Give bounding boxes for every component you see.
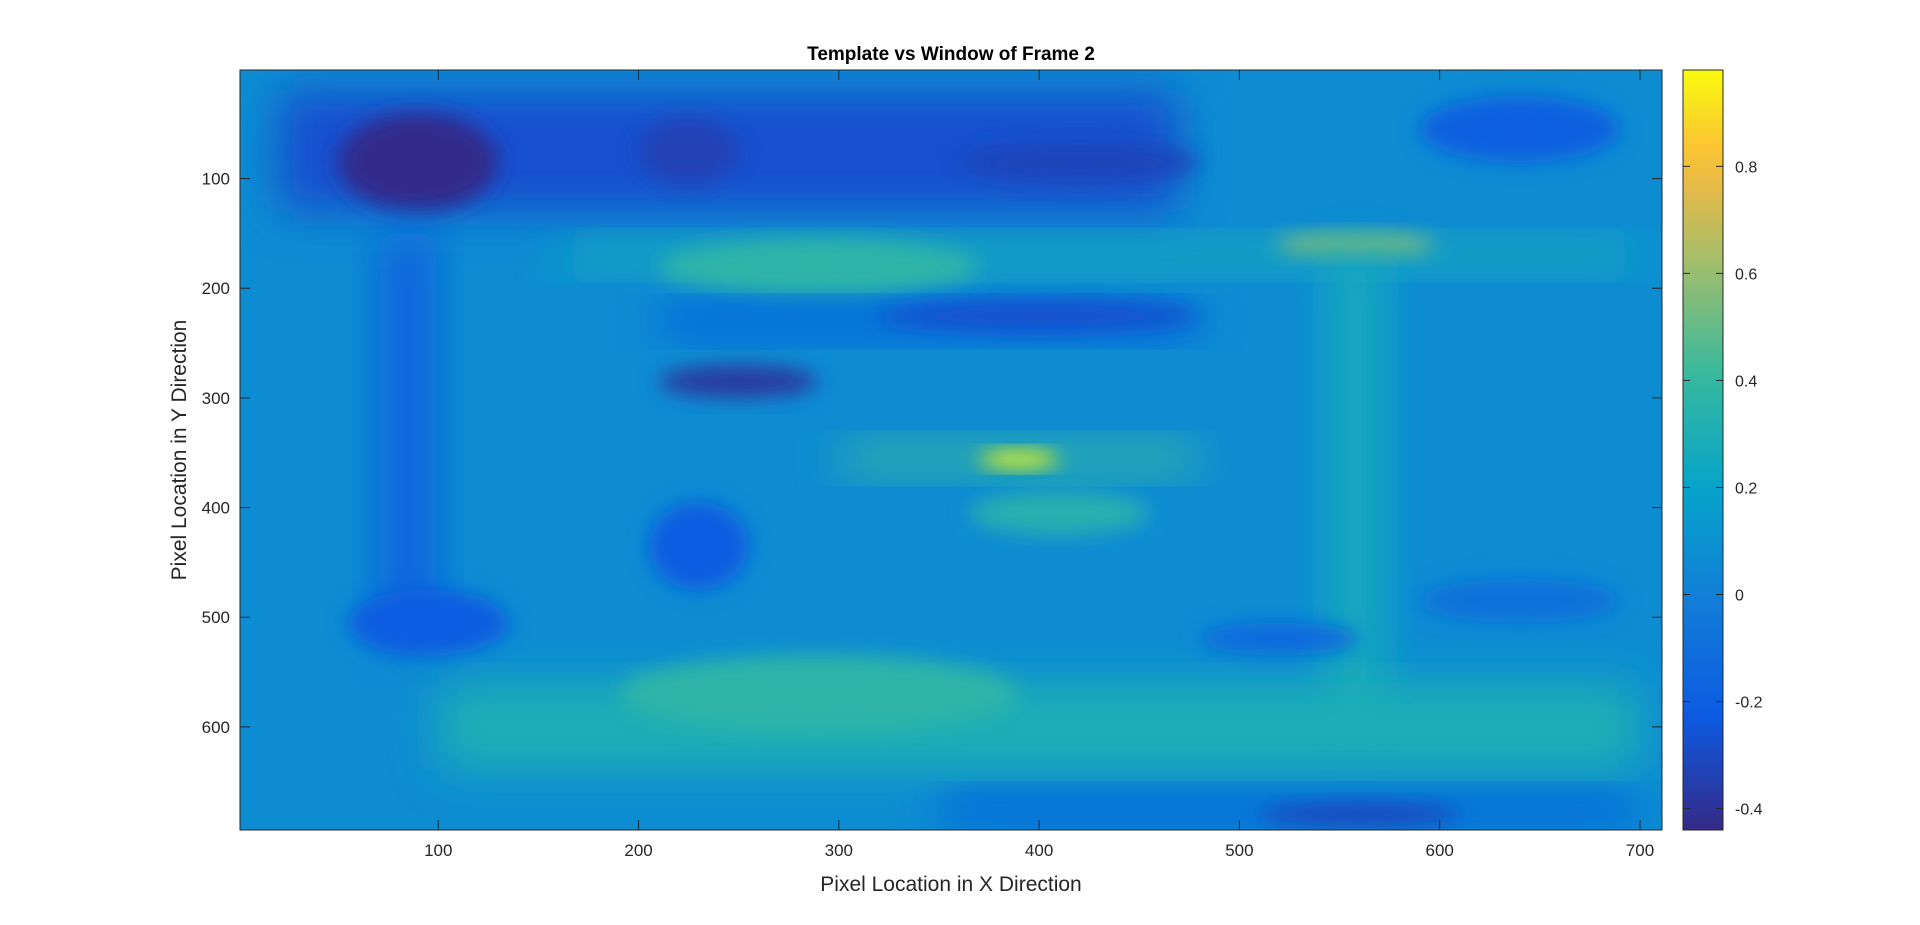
- heatmap-blob: [618, 655, 1020, 733]
- heatmap-surface: [240, 70, 1662, 830]
- heatmap-blob: [338, 112, 499, 212]
- heatmap-blob: [638, 118, 739, 185]
- colorbar-tick-label: 0.6: [1735, 266, 1757, 283]
- heatmap-blob: [1199, 622, 1360, 656]
- y-tick-label: 400: [202, 499, 230, 518]
- colorbar-tick-label: 0.2: [1735, 480, 1757, 497]
- y-axis: 100 200 300 400 500 600: [202, 170, 1662, 737]
- heatmap-blob: [878, 300, 1200, 332]
- y-tick-label: 200: [202, 279, 230, 298]
- heatmap-blob: [959, 142, 1200, 182]
- plot-frame: [239, 69, 1663, 831]
- colorbar-tick-label: -0.2: [1735, 695, 1763, 712]
- y-tick-label: 100: [202, 170, 230, 189]
- x-tick-label: 700: [1626, 841, 1654, 860]
- heatmap-blob: [1419, 96, 1620, 163]
- heatmap-band: [1327, 255, 1384, 727]
- heatmap-blob: [979, 451, 1060, 467]
- y-tick-label: 600: [202, 718, 230, 737]
- colorbar-tick-label: -0.4: [1735, 802, 1763, 819]
- heatmap-blob: [1259, 803, 1460, 826]
- colorbar: [1682, 69, 1724, 831]
- x-tick-label: 200: [624, 841, 652, 860]
- y-axis-label: Pixel Location in Y Direction: [168, 320, 191, 581]
- x-tick-label: 300: [825, 841, 853, 860]
- heatmap-blob: [648, 502, 749, 590]
- x-tick-label: 400: [1025, 841, 1053, 860]
- colorbar-axis: -0.4 -0.2 0 0.2 0.4 0.6 0.8: [1683, 159, 1763, 819]
- x-axis: 100 200 300 400 500 600 700: [424, 70, 1654, 860]
- x-tick-label: 500: [1225, 841, 1253, 860]
- colorbar-tick-label: 0: [1735, 588, 1744, 605]
- colorbar-tick-label: 0.8: [1735, 159, 1757, 176]
- y-tick-label: 500: [202, 608, 230, 627]
- heatmap-blob: [969, 491, 1150, 535]
- heatmap-blob: [1275, 233, 1436, 256]
- heatmap-band: [380, 233, 437, 640]
- x-tick-label: 100: [424, 841, 452, 860]
- y-tick-label: 300: [202, 389, 230, 408]
- heatmap-blob: [1419, 578, 1620, 623]
- chart-title: Template vs Window of Frame 2: [807, 44, 1095, 65]
- x-tick-label: 600: [1425, 841, 1453, 860]
- x-axis-label: Pixel Location in X Direction: [820, 873, 1081, 896]
- heatmap-band: [438, 683, 1640, 771]
- heatmap-blob: [658, 238, 980, 294]
- heatmap-blob: [348, 589, 509, 656]
- colorbar-tick-label: 0.4: [1735, 373, 1757, 390]
- heatmap-blob: [658, 365, 819, 398]
